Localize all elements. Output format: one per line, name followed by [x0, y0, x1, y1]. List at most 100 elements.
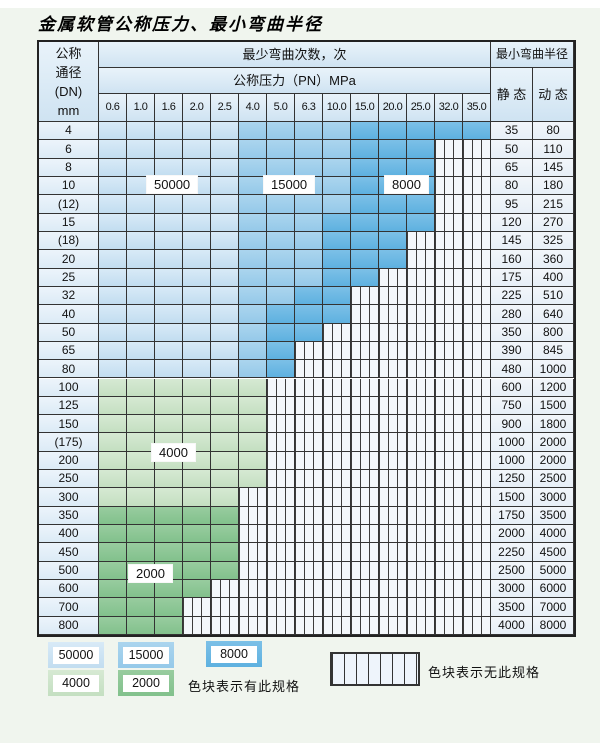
cell-spec-8000	[267, 323, 295, 342]
static-radius-value: 145	[491, 231, 533, 251]
static-radius-value: 3000	[491, 580, 533, 599]
cell-spec-4000	[211, 396, 239, 416]
static-radius-value: 65	[491, 158, 533, 177]
cell-spec-50000	[183, 323, 211, 342]
cell-spec-4000	[99, 396, 127, 416]
cell-no-spec	[323, 433, 351, 452]
cell-spec-8000	[379, 231, 407, 251]
cell-no-spec	[323, 415, 351, 434]
cell-spec-4000	[127, 396, 155, 416]
cell-no-spec	[463, 140, 491, 159]
cell-spec-4000	[155, 488, 183, 507]
cell-spec-8000	[323, 231, 351, 251]
cell-spec-4000	[211, 415, 239, 434]
cell-no-spec	[323, 506, 351, 526]
cell-no-spec	[407, 341, 435, 361]
cell-spec-8000	[351, 268, 379, 287]
cell-no-spec	[351, 543, 379, 562]
dn-value: (12)	[39, 195, 99, 214]
static-radius-value: 900	[491, 415, 533, 434]
dynamic-radius-value: 800	[533, 323, 574, 342]
dynamic-radius-value: 8000	[533, 616, 574, 635]
cell-spec-50000	[127, 341, 155, 361]
cell-no-spec	[295, 616, 323, 635]
legend-swatch-value: 15000	[123, 646, 169, 664]
cell-spec-2000	[183, 525, 211, 544]
header-bend-radius: 最小弯曲半径	[491, 42, 574, 68]
cell-spec-15000	[323, 122, 351, 141]
cell-spec-4000	[99, 451, 127, 471]
cell-spec-8000	[407, 158, 435, 177]
cell-no-spec	[323, 378, 351, 397]
cell-no-spec	[463, 415, 491, 434]
legend-swatch-value: 4000	[53, 674, 99, 692]
cell-no-spec	[463, 231, 491, 251]
cell-spec-8000	[379, 213, 407, 232]
cell-no-spec	[351, 451, 379, 471]
cell-no-spec	[323, 561, 351, 581]
cell-no-spec	[351, 488, 379, 507]
legend-present-text: 色块表示有此规格	[188, 679, 301, 694]
dn-value: 65	[39, 341, 99, 361]
dynamic-radius-value: 1800	[533, 415, 574, 434]
cell-no-spec	[407, 433, 435, 452]
cell-no-spec	[435, 396, 463, 416]
cell-spec-8000	[351, 231, 379, 251]
cell-no-spec	[463, 323, 491, 342]
dynamic-radius-value: 145	[533, 158, 574, 177]
cell-spec-8000	[351, 250, 379, 269]
cell-spec-50000	[155, 213, 183, 232]
cell-spec-15000	[295, 231, 323, 251]
cell-no-spec	[435, 360, 463, 379]
dn-value: 100	[39, 378, 99, 397]
cell-spec-8000	[295, 305, 323, 324]
static-radius-value: 1750	[491, 506, 533, 526]
cell-no-spec	[407, 231, 435, 251]
cell-spec-50000	[99, 286, 127, 306]
cell-no-spec	[379, 268, 407, 287]
cell-spec-8000	[267, 360, 295, 379]
cell-no-spec	[323, 580, 351, 599]
static-radius-value: 390	[491, 341, 533, 361]
dynamic-radius-value: 4000	[533, 525, 574, 544]
cell-no-spec	[183, 598, 211, 617]
cell-spec-15000	[239, 158, 267, 177]
cell-no-spec	[267, 378, 295, 397]
dynamic-radius-value: 4500	[533, 543, 574, 562]
cell-no-spec	[463, 580, 491, 599]
cell-no-spec	[267, 433, 295, 452]
cell-spec-15000	[239, 286, 267, 306]
cell-no-spec	[211, 616, 239, 635]
legend-swatch-8000: 8000	[206, 641, 262, 667]
dynamic-radius-value: 325	[533, 231, 574, 251]
cell-no-spec	[463, 250, 491, 269]
cell-no-spec	[323, 341, 351, 361]
cell-spec-2000	[155, 598, 183, 617]
cell-spec-4000	[211, 451, 239, 471]
cell-spec-15000	[295, 195, 323, 214]
static-radius-value: 1250	[491, 470, 533, 489]
pressure-bend-table: 公称 通径 (DN) mm 最少弯曲次数，次 最小弯曲半径 公称压力（PN）MPa 静…	[37, 40, 576, 637]
cell-no-spec	[435, 323, 463, 342]
cell-spec-8000	[407, 140, 435, 159]
cell-spec-50000	[211, 213, 239, 232]
cell-spec-15000	[267, 250, 295, 269]
cell-spec-4000	[183, 378, 211, 397]
cell-no-spec	[379, 470, 407, 489]
cell-spec-2000	[183, 561, 211, 581]
cell-spec-50000	[127, 231, 155, 251]
dn-value: 80	[39, 360, 99, 379]
header-dn: 公称 通径 (DN) mm	[39, 42, 99, 122]
cell-no-spec	[267, 525, 295, 544]
cell-no-spec	[435, 305, 463, 324]
pressure-tick: 35.0	[463, 94, 491, 122]
cell-spec-2000	[127, 598, 155, 617]
cell-spec-8000	[323, 305, 351, 324]
cell-no-spec	[379, 561, 407, 581]
cell-spec-8000	[295, 323, 323, 342]
cell-spec-15000	[323, 195, 351, 214]
cell-spec-4000	[239, 378, 267, 397]
cell-no-spec	[351, 341, 379, 361]
cell-no-spec	[183, 616, 211, 635]
cell-no-spec	[435, 195, 463, 214]
